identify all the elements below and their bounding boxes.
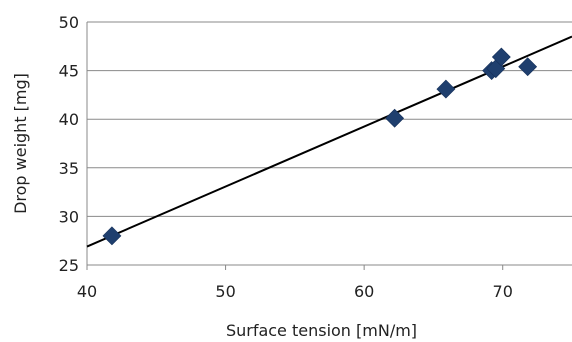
x-tick-label: 60	[354, 282, 374, 301]
x-tick-labels: 40 50 60 70	[77, 265, 513, 301]
data-points	[102, 47, 538, 246]
y-tick-labels: 25 30 35 40 45 50	[59, 13, 79, 275]
axes	[86, 22, 572, 266]
y-tick-label: 50	[59, 13, 79, 32]
x-tick-label: 70	[493, 282, 513, 301]
x-tick-label: 40	[77, 282, 97, 301]
data-point	[518, 57, 538, 77]
y-tick-label: 30	[59, 207, 79, 226]
y-tick-label: 40	[59, 110, 79, 129]
data-point	[385, 108, 405, 128]
data-point	[491, 47, 511, 67]
y-tick-label: 35	[59, 159, 79, 178]
data-point	[102, 226, 122, 246]
data-point	[436, 79, 456, 99]
y-tick-label: 25	[59, 256, 79, 275]
x-tick-label: 50	[215, 282, 235, 301]
y-tick-label: 45	[59, 62, 79, 81]
y-axis-label: Drop weight [mg]	[11, 73, 30, 214]
x-axis-label: Surface tension [mN/m]	[226, 321, 417, 340]
